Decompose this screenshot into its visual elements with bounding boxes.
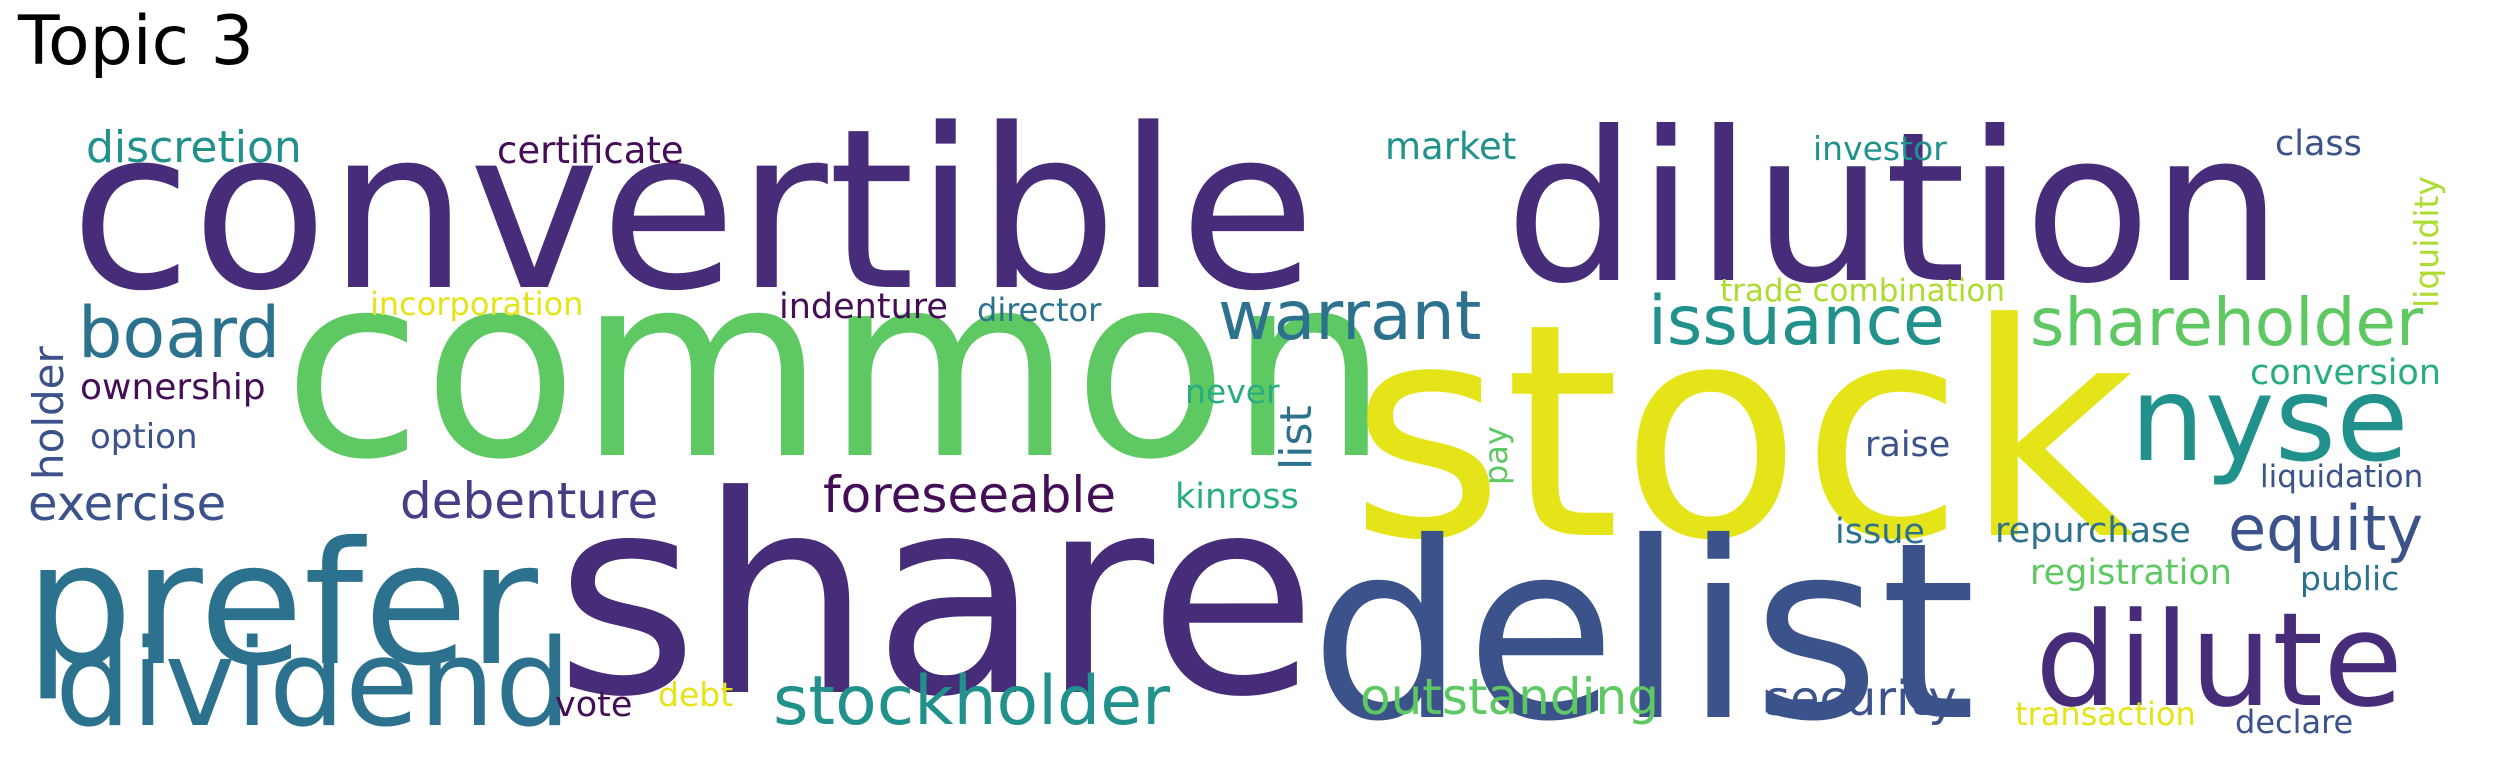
word-trade: trade — [1720, 273, 1803, 309]
word-ownership: ownership — [80, 367, 266, 408]
word-kinross: kinross — [1175, 477, 1299, 517]
word-combination: combination — [1812, 273, 2006, 309]
word-debt: debt — [658, 675, 734, 714]
word-indenture: indenture — [779, 287, 948, 327]
word-conversion: conversion — [2250, 353, 2442, 393]
word-stock: stock — [1350, 260, 2136, 605]
word-board: board — [78, 292, 281, 374]
word-dividend: dividend — [55, 615, 572, 754]
word-pay: pay — [1477, 426, 1515, 485]
word-discretion: discretion — [86, 122, 302, 173]
word-stockholder: stockholder — [773, 662, 1171, 741]
word-director: director — [977, 291, 1102, 329]
word-dilution: dilution — [1505, 88, 2283, 330]
word-shareholder: shareholder — [2030, 284, 2424, 361]
word-declare: declare — [2235, 703, 2354, 741]
word-issue: issue — [1835, 512, 1925, 552]
word-share: share — [555, 437, 1318, 757]
word-equity: equity — [2228, 492, 2424, 565]
word-delist: delist — [1310, 490, 1977, 775]
word-class: class — [2275, 124, 2362, 164]
word-repurchase: repurchase — [1995, 511, 2191, 551]
word-convertible: convertible — [70, 82, 1316, 340]
word-debenture: debenture — [400, 472, 659, 530]
word-nyse: nyse — [2130, 350, 2409, 488]
word-outstanding: outstanding — [1360, 668, 1659, 726]
word-exercise: exercise — [28, 476, 227, 532]
word-option: option — [90, 417, 198, 457]
word-public: public — [2300, 559, 2400, 598]
word-dilute: dilute — [2035, 584, 2404, 736]
word-vote: vote — [555, 685, 633, 725]
word-incorporation: incorporation — [370, 285, 584, 323]
word-prefer: prefer — [25, 506, 538, 704]
word-warrant: warrant — [1218, 277, 1482, 356]
word-holder: holder — [24, 346, 73, 480]
word-liquidation: liquidation — [2260, 459, 2424, 495]
word-never: never — [1185, 372, 1280, 411]
word-transaction: transaction — [2015, 695, 2196, 733]
word-liquidity: liquidity — [2407, 176, 2446, 308]
word-raise: raise — [1865, 425, 1951, 465]
word-list: list — [1271, 405, 1322, 470]
word-common: common — [283, 219, 1390, 515]
word-foreseeable: foreseeable — [823, 466, 1117, 524]
word-issuance: issuance — [1648, 282, 1945, 361]
word-investor: investor — [1813, 129, 1947, 168]
word-certificate: certificate — [497, 129, 684, 172]
chart-title: Topic 3 — [18, 2, 254, 81]
word-market: market — [1385, 125, 1517, 168]
word-trade-combination: trade combination — [1720, 276, 2005, 307]
word-security: security — [1765, 671, 1957, 727]
word-registration: registration — [2030, 553, 2232, 593]
